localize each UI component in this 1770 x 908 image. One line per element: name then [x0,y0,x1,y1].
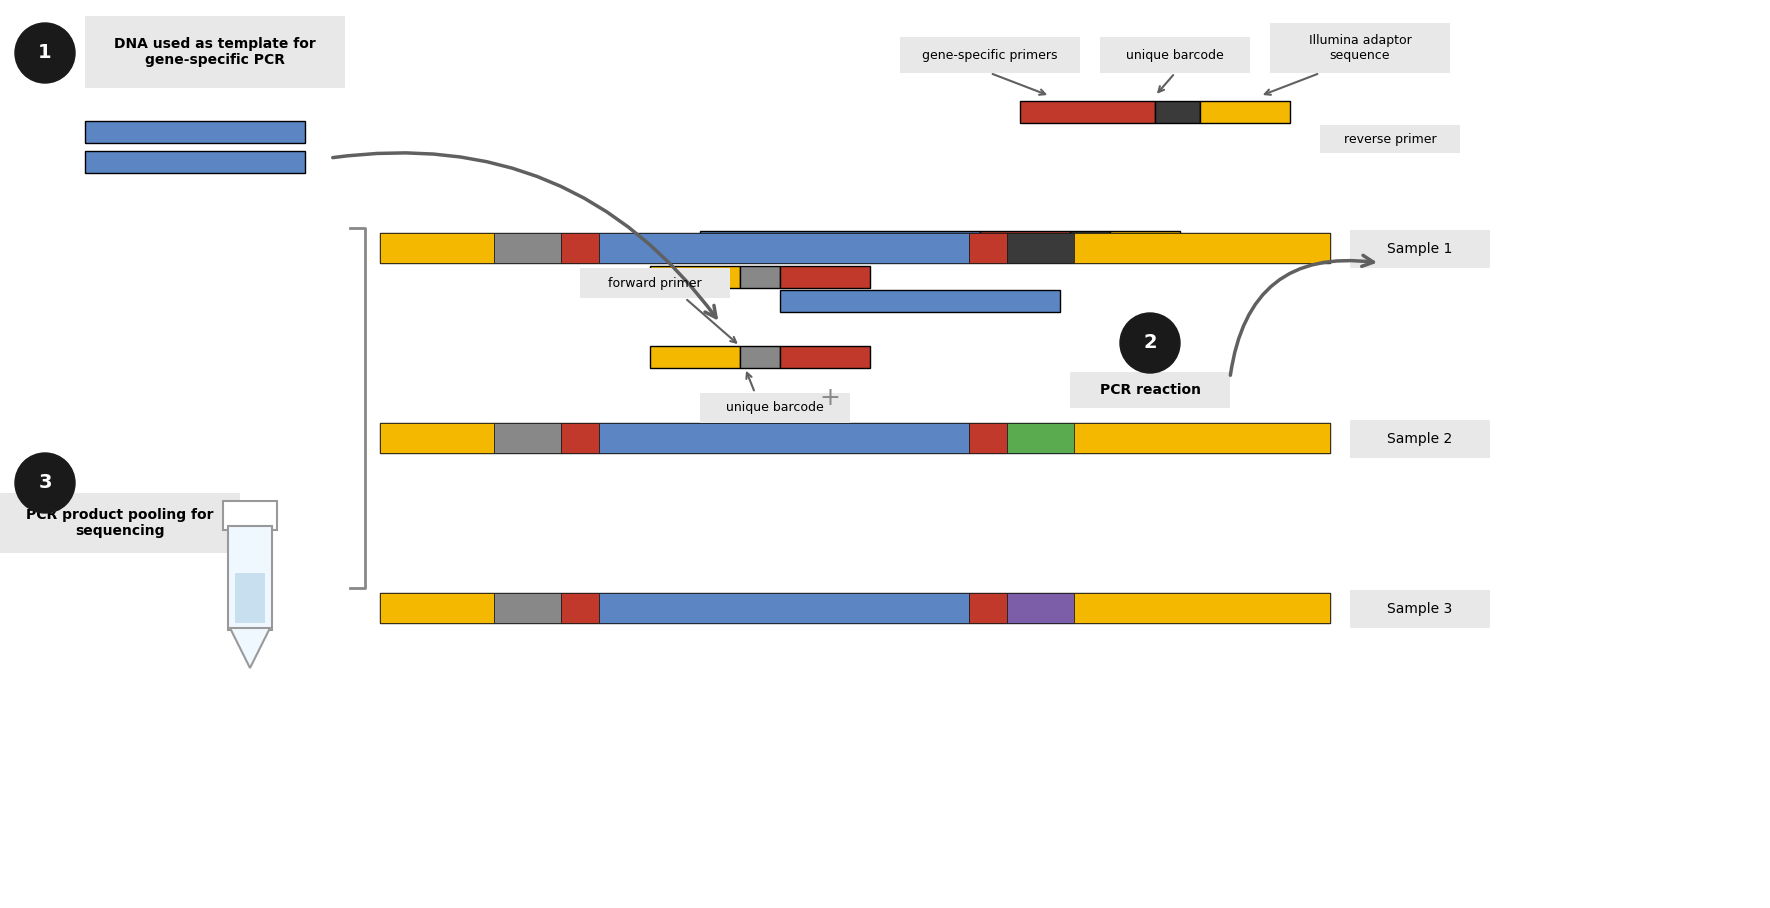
FancyBboxPatch shape [381,593,494,623]
FancyBboxPatch shape [968,423,1007,453]
FancyBboxPatch shape [699,393,850,423]
Polygon shape [230,628,271,668]
FancyBboxPatch shape [381,423,494,453]
FancyArrowPatch shape [333,153,717,318]
Text: Sample 1: Sample 1 [1388,242,1453,256]
FancyBboxPatch shape [85,121,304,143]
FancyBboxPatch shape [1007,593,1073,623]
FancyBboxPatch shape [781,290,1060,312]
FancyBboxPatch shape [598,593,968,623]
Text: unique barcode: unique barcode [726,401,823,414]
FancyBboxPatch shape [1200,101,1290,123]
FancyBboxPatch shape [381,233,494,263]
FancyBboxPatch shape [740,346,781,368]
FancyBboxPatch shape [1020,101,1156,123]
Text: reverse primer: reverse primer [1343,133,1435,145]
FancyArrowPatch shape [1230,255,1374,375]
FancyBboxPatch shape [1110,231,1181,253]
FancyBboxPatch shape [235,573,266,623]
FancyBboxPatch shape [0,493,241,553]
Text: DNA used as template for
gene-specific PCR: DNA used as template for gene-specific P… [113,37,315,67]
FancyBboxPatch shape [85,16,345,88]
FancyBboxPatch shape [968,593,1007,623]
FancyBboxPatch shape [1351,590,1490,628]
Circle shape [14,23,74,83]
FancyBboxPatch shape [1271,23,1450,73]
FancyBboxPatch shape [598,423,968,453]
FancyBboxPatch shape [1007,423,1073,453]
Text: gene-specific primers: gene-specific primers [922,48,1058,62]
FancyBboxPatch shape [85,151,304,173]
FancyBboxPatch shape [899,37,1080,73]
FancyBboxPatch shape [1099,37,1250,73]
FancyBboxPatch shape [1071,231,1110,253]
FancyBboxPatch shape [494,233,561,263]
FancyBboxPatch shape [581,268,729,298]
Circle shape [1120,313,1181,373]
Text: 2: 2 [1143,333,1158,352]
Text: 1: 1 [39,44,51,63]
FancyBboxPatch shape [223,501,276,530]
Circle shape [14,453,74,513]
FancyBboxPatch shape [781,266,871,288]
FancyBboxPatch shape [381,233,1329,263]
FancyBboxPatch shape [598,233,968,263]
FancyBboxPatch shape [561,423,598,453]
FancyBboxPatch shape [1320,125,1460,153]
FancyBboxPatch shape [650,346,740,368]
Text: +: + [820,386,841,410]
FancyBboxPatch shape [494,423,561,453]
FancyBboxPatch shape [1351,230,1490,268]
FancyBboxPatch shape [1071,372,1230,408]
Text: forward primer: forward primer [609,277,703,290]
FancyBboxPatch shape [968,233,1007,263]
Text: unique barcode: unique barcode [1126,48,1223,62]
Text: PCR reaction: PCR reaction [1099,383,1200,397]
Text: Illumina adaptor
sequence: Illumina adaptor sequence [1308,34,1411,62]
FancyBboxPatch shape [1156,101,1200,123]
FancyBboxPatch shape [981,231,1071,253]
FancyBboxPatch shape [381,593,1329,623]
Text: Sample 3: Sample 3 [1388,602,1453,616]
FancyBboxPatch shape [381,423,1329,453]
FancyBboxPatch shape [1073,233,1329,263]
Text: PCR product pooling for
sequencing: PCR product pooling for sequencing [27,508,214,538]
FancyBboxPatch shape [1351,420,1490,458]
FancyBboxPatch shape [781,346,871,368]
FancyBboxPatch shape [1073,593,1329,623]
FancyBboxPatch shape [740,266,781,288]
FancyBboxPatch shape [1007,233,1073,263]
FancyBboxPatch shape [228,526,273,630]
Text: 3: 3 [39,473,51,492]
FancyBboxPatch shape [699,231,981,253]
FancyBboxPatch shape [650,266,740,288]
FancyBboxPatch shape [494,593,561,623]
FancyBboxPatch shape [561,233,598,263]
Text: Sample 2: Sample 2 [1388,432,1453,446]
FancyBboxPatch shape [561,593,598,623]
FancyBboxPatch shape [1073,423,1329,453]
